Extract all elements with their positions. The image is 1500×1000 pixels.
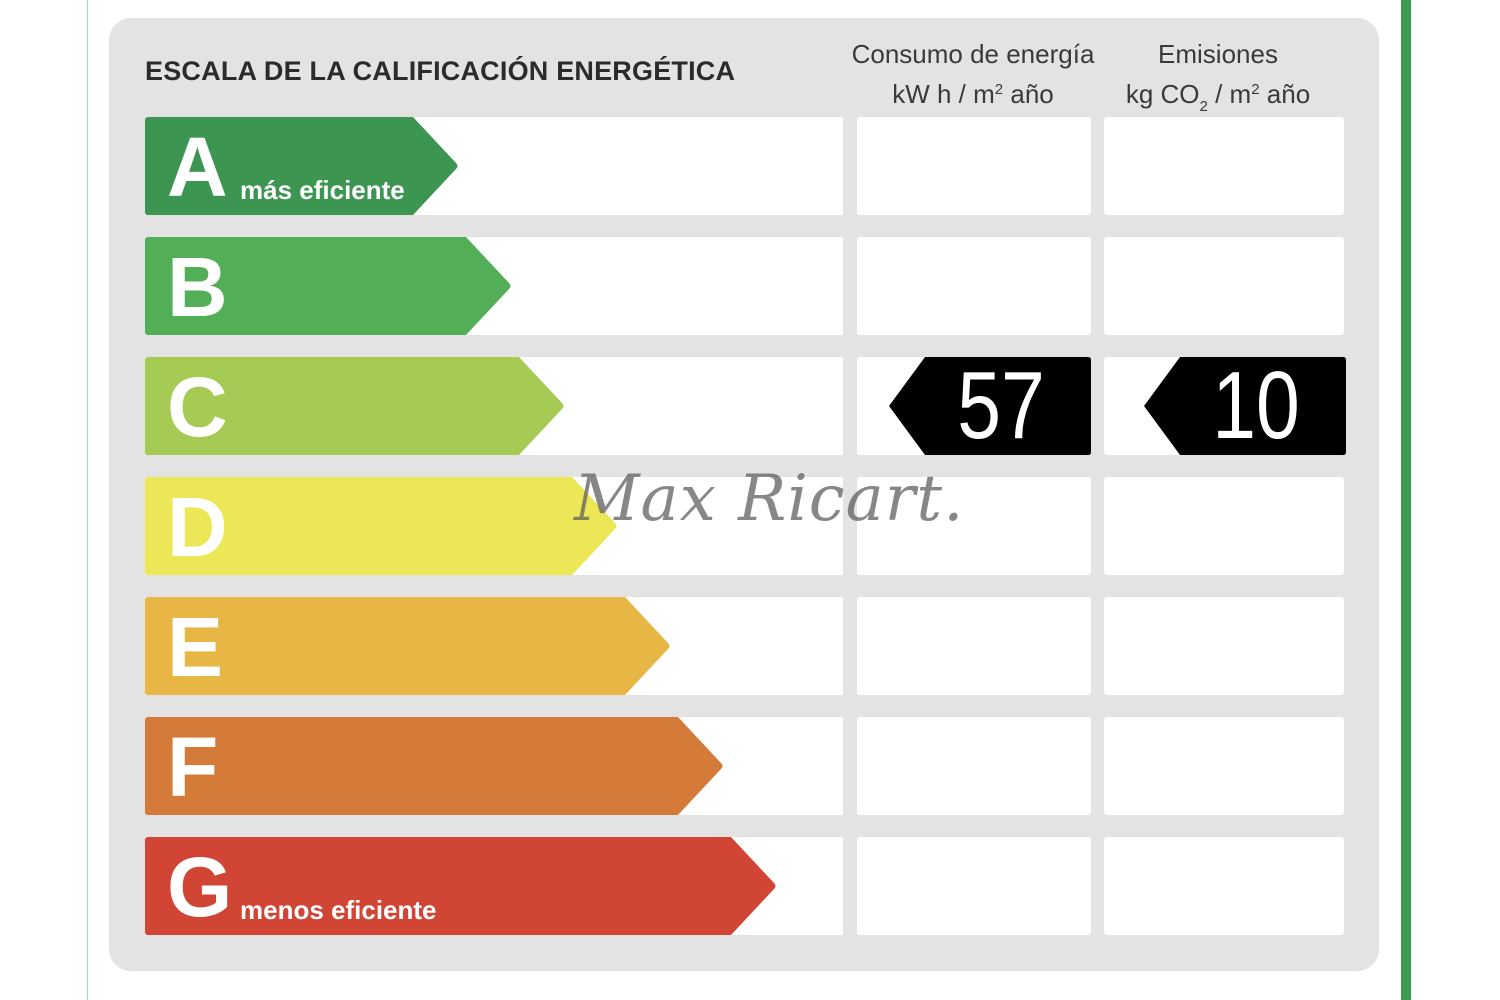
energy-value-cell bbox=[857, 117, 1091, 215]
rating-letter: B bbox=[167, 240, 228, 334]
rating-letter: G bbox=[167, 840, 233, 934]
rating-caption: más eficiente bbox=[240, 175, 405, 205]
emissions-value-cell bbox=[1104, 837, 1344, 935]
rating-letter: F bbox=[167, 720, 219, 814]
watermark: Max Ricart. bbox=[574, 462, 965, 536]
emissions-unit-tail: año bbox=[1259, 79, 1311, 109]
rating-arrow-shape bbox=[145, 357, 564, 455]
rating-row-d: D bbox=[145, 477, 1345, 575]
energy-value-cell bbox=[857, 237, 1091, 335]
energy-value-tag bbox=[889, 357, 1091, 455]
rating-arrow-shape bbox=[145, 837, 776, 935]
emissions-value-tag bbox=[1144, 357, 1346, 455]
value-tag-shape bbox=[889, 357, 1091, 455]
energy-unit-text: kW h / m bbox=[892, 79, 995, 109]
rating-row-c: C 57 10 bbox=[145, 352, 1346, 459]
energy-value-cell bbox=[857, 597, 1091, 695]
rating-letter: D bbox=[167, 480, 228, 574]
rating-arrow-f bbox=[145, 717, 723, 815]
emissions-value: 10 bbox=[1212, 352, 1300, 459]
rating-arrow-g bbox=[145, 837, 776, 935]
rating-arrow-a bbox=[145, 117, 458, 215]
energy-unit-tail: año bbox=[1003, 79, 1054, 109]
rating-arrow-c bbox=[145, 357, 564, 455]
emissions-unit-sup: 2 bbox=[1251, 81, 1260, 98]
emissions-value-cell bbox=[1104, 597, 1344, 695]
emissions-value-cell bbox=[1104, 237, 1344, 335]
rating-arrow-d bbox=[145, 477, 617, 575]
rating-arrow-shape bbox=[145, 117, 458, 215]
energy-unit-sup: 2 bbox=[994, 81, 1004, 98]
rating-letter: C bbox=[167, 360, 228, 454]
rating-arrow-shape bbox=[145, 237, 511, 335]
energy-column-header: Consumo de energía kW h / m2 año bbox=[848, 36, 1098, 112]
rating-letter: E bbox=[167, 600, 224, 694]
scale-title: ESCALA DE LA CALIFICACIÓN ENERGÉTICA bbox=[145, 56, 736, 86]
rating-caption: menos eficiente bbox=[240, 895, 437, 925]
energy-value-cell bbox=[857, 717, 1091, 815]
rating-arrow-b bbox=[145, 237, 511, 335]
emissions-header-unit: kg CO2 / m2 año bbox=[1100, 72, 1336, 125]
rating-row-b: B bbox=[145, 237, 1345, 335]
right-edge-bar bbox=[1401, 0, 1411, 1000]
rating-row-e: E bbox=[145, 597, 1345, 695]
energy-value-cell bbox=[857, 837, 1091, 935]
energy-value-cell bbox=[857, 477, 1091, 575]
rating-letter: A bbox=[167, 120, 228, 214]
emissions-unit-text: kg CO bbox=[1125, 79, 1200, 109]
emissions-value-cell bbox=[1104, 117, 1344, 215]
energy-header-line1: Consumo de energía bbox=[851, 39, 1095, 69]
emissions-value-cell bbox=[1104, 717, 1344, 815]
emissions-header-line1: Emisiones bbox=[1158, 39, 1278, 69]
emissions-unit-sub: 2 bbox=[1199, 98, 1208, 115]
rating-row-f: F bbox=[145, 717, 1345, 815]
emissions-unit-mid: / m bbox=[1207, 79, 1252, 109]
value-tag-shape bbox=[1144, 357, 1346, 455]
rating-arrow-e bbox=[145, 597, 670, 695]
emissions-column-header: Emisiones kg CO2 / m2 año bbox=[1100, 36, 1336, 125]
rating-arrow-shape bbox=[145, 597, 670, 695]
left-edge-line bbox=[87, 0, 88, 1000]
energy-header-unit: kW h / m2 año bbox=[848, 72, 1098, 112]
emissions-value-cell bbox=[1104, 477, 1344, 575]
rating-arrow-shape bbox=[145, 717, 723, 815]
energy-value: 57 bbox=[957, 352, 1045, 459]
rating-arrow-shape bbox=[145, 477, 617, 575]
